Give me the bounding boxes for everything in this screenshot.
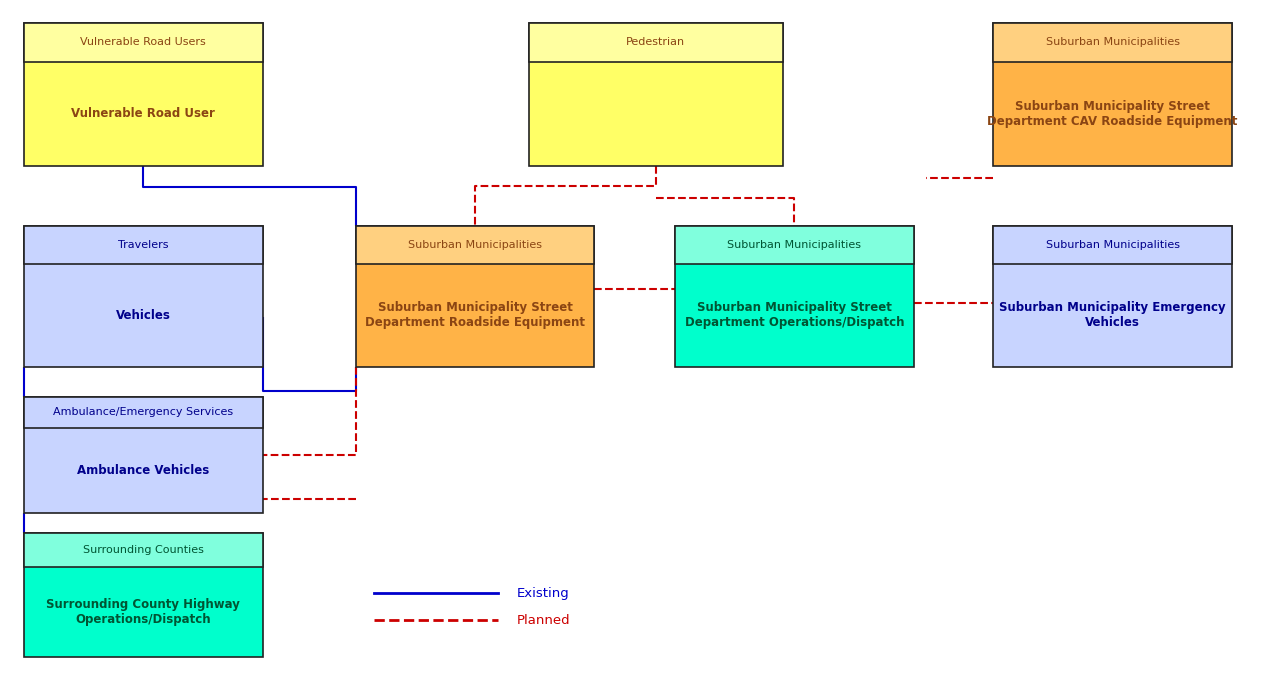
- Text: Suburban Municipality Street
Department CAV Roadside Equipment: Suburban Municipality Street Department …: [987, 100, 1238, 128]
- Text: Surrounding County Highway
Operations/Dispatch: Surrounding County Highway Operations/Di…: [47, 598, 241, 626]
- Text: Planned: Planned: [517, 614, 570, 627]
- Text: Suburban Municipality Street
Department Roadside Equipment: Suburban Municipality Street Department …: [365, 302, 585, 329]
- Bar: [356, 226, 594, 367]
- Bar: [24, 226, 262, 264]
- Text: Vulnerable Road Users: Vulnerable Road Users: [80, 37, 207, 47]
- Text: Vulnerable Road User: Vulnerable Road User: [71, 108, 215, 120]
- Bar: [24, 534, 262, 657]
- Bar: [24, 396, 262, 428]
- Text: Existing: Existing: [517, 587, 569, 600]
- Text: Suburban Municipalities: Suburban Municipalities: [727, 240, 862, 250]
- Bar: [993, 226, 1232, 264]
- Bar: [24, 396, 262, 513]
- Bar: [675, 226, 914, 264]
- Bar: [675, 226, 914, 367]
- Text: Suburban Municipalities: Suburban Municipalities: [1045, 240, 1180, 250]
- Text: Suburban Municipality Street
Department Operations/Dispatch: Suburban Municipality Street Department …: [684, 302, 905, 329]
- Text: Vehicles: Vehicles: [115, 309, 171, 322]
- Bar: [993, 226, 1232, 367]
- Text: Surrounding Counties: Surrounding Counties: [82, 545, 204, 555]
- Bar: [993, 23, 1232, 61]
- Text: Ambulance/Emergency Services: Ambulance/Emergency Services: [53, 407, 233, 417]
- Text: Ambulance Vehicles: Ambulance Vehicles: [77, 464, 209, 477]
- Bar: [356, 226, 594, 264]
- Bar: [24, 534, 262, 567]
- Text: Pedestrian: Pedestrian: [626, 37, 685, 47]
- Bar: [528, 23, 783, 61]
- Bar: [528, 23, 783, 166]
- Text: Suburban Municipalities: Suburban Municipalities: [408, 240, 542, 250]
- Bar: [24, 226, 262, 367]
- Bar: [24, 23, 262, 166]
- Bar: [993, 23, 1232, 166]
- Bar: [24, 23, 262, 61]
- Text: Suburban Municipalities: Suburban Municipalities: [1045, 37, 1180, 47]
- Text: Travelers: Travelers: [118, 240, 169, 250]
- Text: Suburban Municipality Emergency
Vehicles: Suburban Municipality Emergency Vehicles: [1000, 302, 1226, 329]
